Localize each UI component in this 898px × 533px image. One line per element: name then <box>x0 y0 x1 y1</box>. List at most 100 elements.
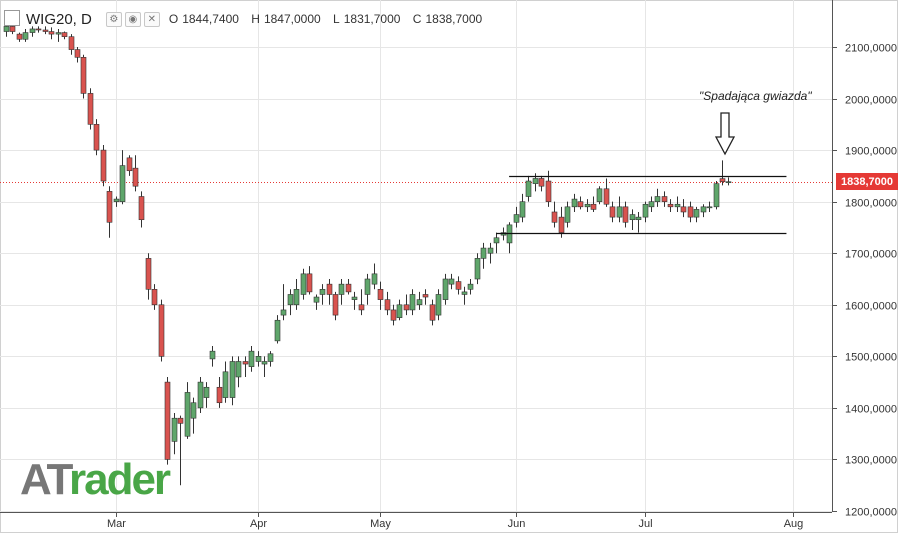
candle-body <box>16 33 23 40</box>
candle-body <box>700 206 707 213</box>
candle-body <box>229 361 236 398</box>
logo-part1: AT <box>20 455 71 504</box>
candle-body <box>384 299 391 311</box>
candle-body <box>693 209 700 218</box>
candle-body <box>571 198 578 208</box>
candle-body <box>532 178 539 184</box>
x-tick-label: May <box>370 518 391 530</box>
y-tick-label: 1600,0000 <box>845 301 897 313</box>
candle-body <box>461 291 468 295</box>
candle-body <box>222 371 229 398</box>
candle-body <box>93 124 100 151</box>
candle-body <box>493 237 500 244</box>
candle-body <box>648 201 655 208</box>
annotation-label: "Spadająca gwiazda" <box>699 89 812 103</box>
candle-body <box>197 381 204 409</box>
candle-body <box>177 417 184 424</box>
candle-body <box>164 381 171 460</box>
candle-body <box>564 206 571 223</box>
candle-body <box>396 304 403 318</box>
candle-body <box>584 203 591 208</box>
candle-body <box>577 201 584 208</box>
candle-body <box>80 57 87 94</box>
y-tick-label: 1700,0000 <box>845 249 897 261</box>
candle-body <box>338 283 345 295</box>
candle-body <box>22 32 29 40</box>
candle-body <box>590 203 597 210</box>
candle-body <box>642 203 649 218</box>
candle-body <box>42 29 49 32</box>
candle-body <box>654 196 661 202</box>
candle-body <box>332 294 339 316</box>
candle-body <box>538 178 545 187</box>
candle-body <box>455 281 462 290</box>
y-tick-label: 1300,0000 <box>845 455 897 467</box>
candle-body <box>442 278 449 300</box>
candle-body <box>687 206 694 218</box>
candle-body <box>261 361 268 365</box>
candle-body <box>416 299 423 306</box>
candle-body <box>35 28 42 31</box>
candle-body <box>119 165 126 202</box>
candle-body <box>377 289 384 300</box>
candle-body <box>435 294 442 316</box>
candle-body <box>629 214 636 221</box>
candle-body <box>719 178 726 183</box>
ohlc-close-value: 1838,7000 <box>425 12 483 26</box>
candle-body <box>487 247 494 254</box>
y-tick-label: 2000,0000 <box>845 95 897 107</box>
candle-body <box>184 392 191 437</box>
candle-body <box>242 361 249 365</box>
candle-body <box>313 296 320 303</box>
candle-body <box>551 211 558 223</box>
candle-body <box>48 31 55 35</box>
candle-body <box>545 180 552 202</box>
settings-icon[interactable]: ⚙ <box>105 11 122 27</box>
symbol-label[interactable]: WIG20, D <box>26 10 92 28</box>
candle-body <box>29 28 36 33</box>
close-icon[interactable]: ✕ <box>143 11 160 27</box>
candle-body <box>248 350 255 367</box>
logo-part2: rader <box>68 455 171 504</box>
candle-body <box>409 294 416 311</box>
candle-body <box>680 206 687 213</box>
y-tick-label: 1200,0000 <box>845 507 897 519</box>
candle-body <box>609 206 616 218</box>
candle-body <box>55 32 62 35</box>
ohlc-open-key: O <box>168 12 179 26</box>
x-tick-label: Apr <box>250 518 267 530</box>
candle-body <box>448 278 455 285</box>
attrader-logo: ATrader <box>20 455 171 504</box>
candle-body <box>209 350 216 360</box>
candle-body <box>513 214 520 223</box>
candle-body <box>635 216 642 221</box>
candle-body <box>293 289 300 306</box>
candle-body <box>235 361 242 378</box>
legend-icon[interactable] <box>4 10 20 26</box>
candle-body <box>171 417 178 442</box>
candle-body <box>267 353 274 362</box>
candle-body <box>9 26 16 32</box>
ohlc-open-value: 1844,7400 <box>182 12 239 26</box>
y-tick-label: 1800,0000 <box>845 198 897 210</box>
candle-body <box>319 289 326 295</box>
candle-body <box>274 319 281 342</box>
candle-body <box>480 247 487 259</box>
candle-body <box>190 402 197 419</box>
y-tick-label: 2100,0000 <box>845 43 897 55</box>
x-tick-label: Jul <box>638 518 652 530</box>
candle-body <box>132 167 139 187</box>
candle-body <box>306 273 313 293</box>
ohlc-close-key: C <box>412 12 422 26</box>
ohlc-values: O 1844,7400 H 1847,0000 L 1831,7000 C 1838,7… <box>169 12 491 26</box>
ohlc-low-value: 1831,7000 <box>343 12 401 26</box>
legend-bar: WIG20, D ⚙ ◉ ✕ O 1844,7400 H 1847,0000 L 18… <box>4 9 491 29</box>
source-icon[interactable]: ◉ <box>124 11 141 27</box>
candle-body <box>667 203 674 208</box>
y-tick-label: 1900,0000 <box>845 146 897 158</box>
candle-body <box>345 283 352 293</box>
candle-body <box>616 206 623 218</box>
candle-body <box>725 181 732 184</box>
candle-body <box>403 304 410 311</box>
